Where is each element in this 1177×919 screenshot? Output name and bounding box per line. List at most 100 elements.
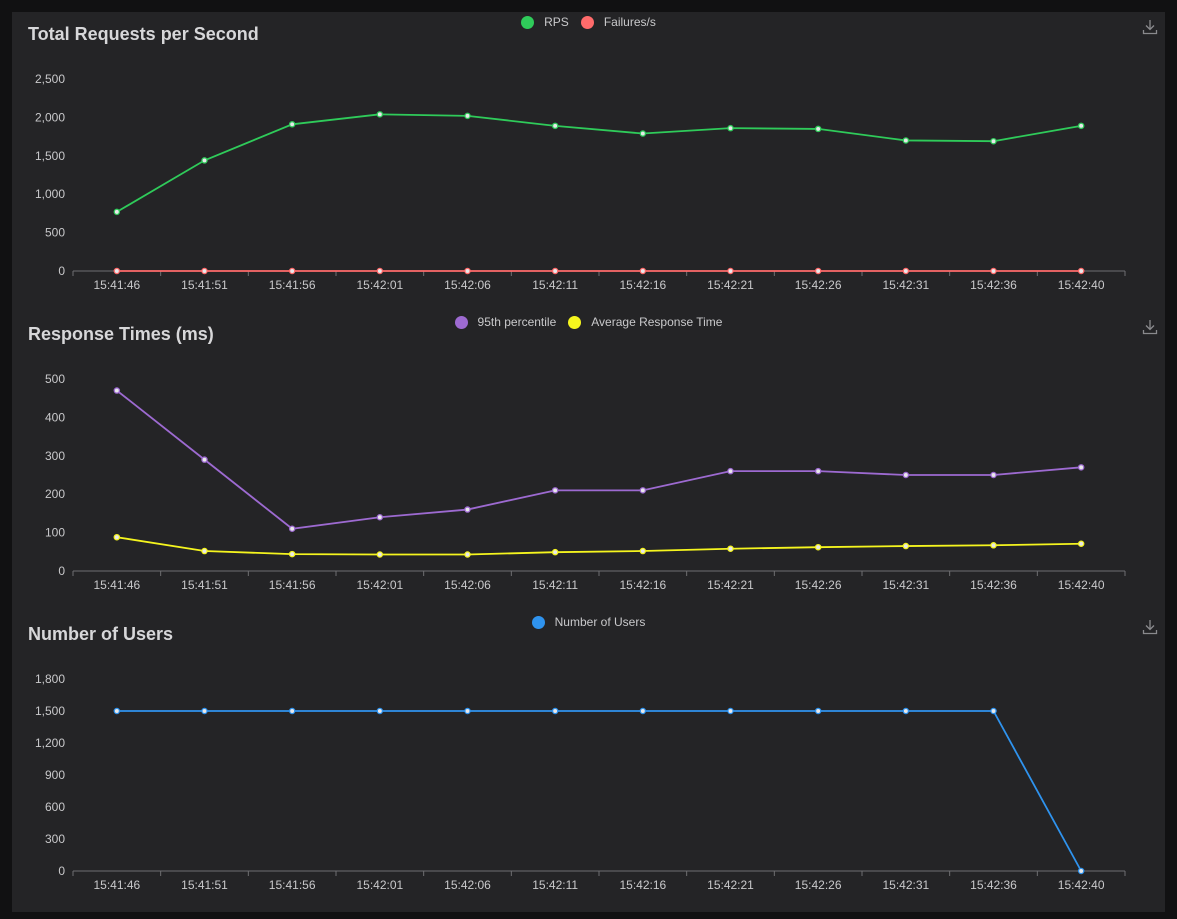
x-tick-label: 15:41:56 [269, 278, 316, 292]
data-point[interactable] [551, 548, 559, 556]
legend-item[interactable]: Average Response Time [568, 315, 722, 329]
data-point[interactable] [990, 707, 997, 715]
data-point[interactable] [288, 121, 296, 128]
data-point[interactable] [288, 550, 296, 558]
data-point[interactable] [902, 542, 910, 550]
data-point[interactable] [113, 533, 121, 541]
download-icon[interactable] [1141, 618, 1159, 636]
data-point[interactable] [902, 137, 910, 144]
data-point[interactable] [990, 471, 997, 479]
data-point[interactable] [201, 267, 208, 275]
data-point[interactable] [727, 267, 734, 275]
data-point[interactable] [639, 487, 647, 494]
data-point[interactable] [727, 467, 734, 475]
data-point[interactable] [1077, 464, 1085, 471]
x-tick-label: 15:41:46 [93, 278, 140, 292]
data-point[interactable] [376, 111, 384, 118]
data-point[interactable] [639, 130, 647, 137]
chart-plot: 15:41:46 15:41:51 15:41:56 15:42:01 15:42:06… [35, 72, 1126, 292]
data-point[interactable] [1077, 867, 1085, 875]
data-point[interactable] [639, 267, 647, 275]
data-point[interactable] [727, 707, 734, 715]
x-tick-label: 15:42:21 [707, 578, 754, 592]
x-tick-label: 15:42:26 [795, 578, 842, 592]
y-tick-label: 1,200 [35, 736, 65, 750]
data-point[interactable] [376, 267, 384, 275]
data-point[interactable] [288, 525, 296, 533]
data-point[interactable] [1077, 122, 1085, 130]
legend-marker [568, 315, 582, 329]
data-point[interactable] [814, 543, 822, 551]
dashboard: Total Requests per Second RPS Failures/s … [12, 12, 1165, 912]
data-point[interactable] [201, 456, 208, 463]
series-line [116, 113, 1082, 213]
data-point[interactable] [814, 125, 822, 133]
data-point[interactable] [814, 467, 822, 475]
data-point[interactable] [639, 547, 647, 555]
data-point[interactable] [902, 267, 910, 275]
download-icon[interactable] [1141, 318, 1159, 336]
data-point[interactable] [288, 267, 296, 275]
x-tick-label: 15:42:26 [795, 878, 842, 892]
data-point[interactable] [201, 707, 208, 715]
data-point[interactable] [814, 267, 822, 275]
y-tick-label: 200 [45, 487, 65, 501]
data-point[interactable] [201, 547, 208, 555]
data-point[interactable] [201, 157, 208, 164]
legend-item[interactable]: RPS [521, 15, 569, 29]
data-point[interactable] [464, 112, 471, 120]
data-point[interactable] [113, 267, 121, 275]
data-point[interactable] [376, 707, 384, 715]
x-tick-label: 15:42:36 [970, 578, 1017, 592]
data-point[interactable] [727, 124, 734, 132]
y-tick-label: 300 [45, 832, 65, 846]
data-point[interactable] [376, 513, 384, 521]
chart-title: Response Times (ms) [28, 324, 214, 344]
legend-item[interactable]: Failures/s [580, 15, 656, 29]
x-tick-label: 15:42:40 [1058, 578, 1105, 592]
data-point[interactable] [551, 487, 559, 494]
chart-legend: Number of Users [12, 615, 1165, 632]
legend-item[interactable]: Number of Users [531, 615, 645, 629]
x-tick-label: 15:42:01 [356, 278, 403, 292]
data-point[interactable] [814, 707, 822, 715]
data-point[interactable] [113, 707, 121, 715]
x-tick-label: 15:42:21 [707, 878, 754, 892]
y-tick-label: 300 [45, 449, 65, 463]
data-point[interactable] [113, 387, 121, 394]
data-point[interactable] [464, 707, 471, 715]
x-tick-label: 15:41:51 [181, 278, 228, 292]
data-point[interactable] [464, 506, 471, 513]
x-tick-label: 15:42:31 [882, 878, 929, 892]
x-tick-label: 15:42:31 [882, 278, 929, 292]
data-point[interactable] [551, 122, 559, 130]
legend-item[interactable]: 95th percentile [454, 315, 556, 329]
data-point[interactable] [288, 707, 296, 715]
y-tick-label: 100 [45, 526, 65, 540]
legend-marker [521, 15, 535, 29]
data-point[interactable] [464, 267, 471, 275]
data-point[interactable] [1077, 540, 1085, 547]
y-tick-label: 2,500 [35, 72, 65, 86]
series-line [116, 710, 1082, 872]
chart-title: Total Requests per Second [28, 24, 259, 44]
data-point[interactable] [990, 267, 997, 275]
data-point[interactable] [551, 267, 559, 275]
x-tick-label: 15:42:40 [1058, 278, 1105, 292]
data-point[interactable] [551, 707, 559, 715]
legend-label: RPS [544, 15, 569, 29]
data-point[interactable] [113, 208, 121, 216]
data-point[interactable] [902, 471, 910, 479]
data-point[interactable] [727, 545, 734, 552]
data-point[interactable] [639, 707, 647, 715]
download-icon[interactable] [1141, 18, 1159, 36]
data-point[interactable] [902, 707, 910, 715]
x-tick-label: 15:42:06 [444, 878, 491, 892]
chart-legend: 95th percentile Average Response Time [12, 315, 1165, 332]
data-point[interactable] [376, 551, 384, 558]
data-point[interactable] [1077, 267, 1085, 275]
y-tick-label: 1,800 [35, 672, 65, 686]
data-point[interactable] [464, 551, 471, 558]
data-point[interactable] [990, 542, 997, 549]
data-point[interactable] [990, 137, 997, 145]
